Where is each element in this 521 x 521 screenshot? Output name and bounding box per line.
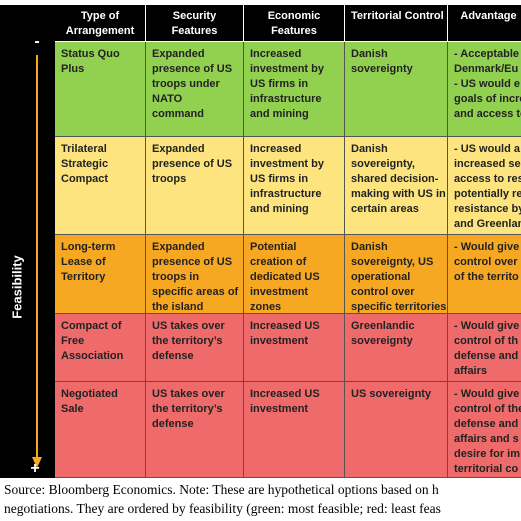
feasibility-label: Feasibility	[9, 255, 25, 319]
table-cell: Potential creation of dedicated US inves…	[244, 235, 345, 314]
table-cell: - Acceptable Denmark/Eu - US would e goa…	[448, 42, 521, 137]
table-cell: Trilateral Strategic Compact	[55, 137, 146, 235]
table-cell: Increased investment by US firms in infr…	[244, 137, 345, 235]
table-cell: Status Quo Plus	[55, 42, 146, 137]
table-cell: Expanded presence of US troops in specif…	[146, 235, 244, 314]
table-cell: US takes over the territory’s defense	[146, 314, 244, 382]
table-cell: US takes over the territory’s defense	[146, 382, 244, 478]
table-cell: Danish sovereignty, US operational contr…	[345, 235, 448, 314]
table-cell: Expanded presence of US troops	[146, 137, 244, 235]
arrow	[32, 55, 42, 468]
table-cell: Danish sovereignty, shared decision- mak…	[345, 137, 448, 235]
header-cell: Advantage	[448, 5, 521, 42]
header-cell: Type of Arrangement	[55, 5, 146, 42]
feasibility-bar: - Feasibility +	[0, 5, 55, 478]
table-cell: Increased US investment	[244, 314, 345, 382]
note-line: negotiations. They are ordered by feasib…	[4, 501, 441, 516]
table-cell: Increased investment by US firms in infr…	[244, 42, 345, 137]
table-cell: Increased US investment	[244, 382, 345, 478]
table-cell: - Would give control over of the territo	[448, 235, 521, 314]
table-cell: Greenlandic sovereignty	[345, 314, 448, 382]
header-cell: Security Features	[146, 5, 244, 42]
table-cell: Expanded presence of US troops under NAT…	[146, 42, 244, 137]
top-sign: -	[34, 33, 40, 50]
table-cell: - US would a increased se access to res …	[448, 137, 521, 235]
header-cell: Economic Features	[244, 5, 345, 42]
bottom-sign: +	[30, 460, 40, 477]
table-cell: Danish sovereignty	[345, 42, 448, 137]
note-line: Source: Bloomberg Economics. Note: These…	[4, 482, 439, 497]
table-cell: Negotiated Sale	[55, 382, 146, 478]
table-cell: - Would give control of the defense and …	[448, 382, 521, 478]
table-cell: Long-term Lease of Territory	[55, 235, 146, 314]
table-cell: Compact of Free Association	[55, 314, 146, 382]
table-cell: US sovereignty	[345, 382, 448, 478]
header-cell: Territorial Control	[345, 5, 448, 42]
table-cell: - Would give control of th defense and a…	[448, 314, 521, 382]
